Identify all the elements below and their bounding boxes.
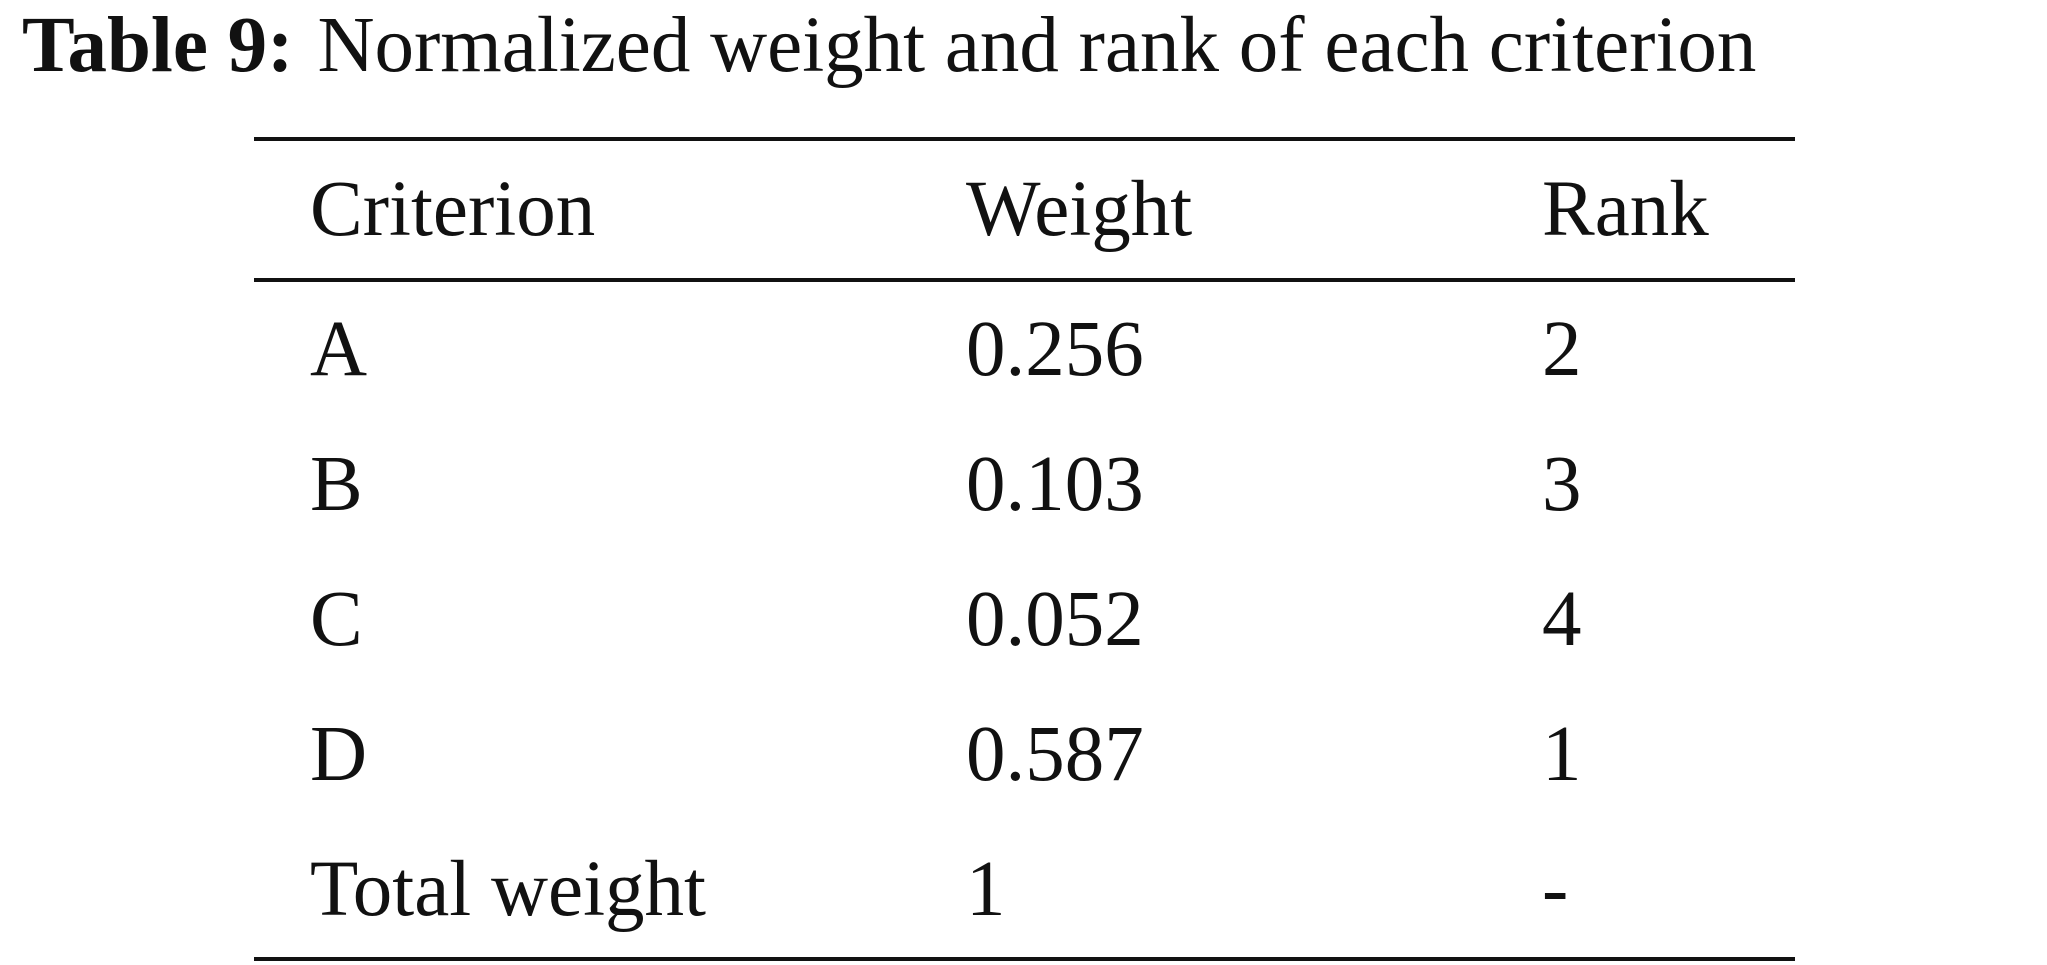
criterion-cell: Total weight bbox=[310, 845, 706, 933]
rank-cell: 1 bbox=[1542, 710, 1582, 798]
rank-cell: 2 bbox=[1542, 305, 1582, 393]
table-row-total: Total weight 1 - bbox=[254, 822, 1795, 959]
header-row: Criterion Weight Rank bbox=[254, 139, 1795, 280]
criterion-cell: A bbox=[310, 305, 368, 393]
weights-table: Criterion Weight Rank A 0.256 2 B 0.103 … bbox=[254, 137, 1795, 961]
table-caption-label: Table 9: bbox=[22, 2, 294, 89]
table-header: Criterion Weight Rank bbox=[254, 139, 1795, 280]
weight-cell: 0.256 bbox=[966, 305, 1144, 393]
table-body: A 0.256 2 B 0.103 3 C 0.052 4 D 0.587 1 … bbox=[254, 280, 1795, 959]
rank-cell: 4 bbox=[1542, 575, 1582, 663]
table-row: D 0.587 1 bbox=[254, 687, 1795, 822]
criterion-cell: C bbox=[310, 575, 363, 663]
table-caption: Table 9: Normalized weight and rank of ea… bbox=[22, 0, 1756, 96]
weight-cell: 0.052 bbox=[966, 575, 1144, 663]
rank-cell: 3 bbox=[1542, 440, 1582, 528]
rank-cell: - bbox=[1542, 845, 1569, 933]
table-row: A 0.256 2 bbox=[254, 280, 1795, 417]
weights-table-container: Criterion Weight Rank A 0.256 2 B 0.103 … bbox=[254, 137, 1795, 961]
criterion-cell: D bbox=[310, 710, 368, 798]
criterion-cell: B bbox=[310, 440, 363, 528]
table-row: B 0.103 3 bbox=[254, 417, 1795, 552]
header-rank: Rank bbox=[1542, 165, 1709, 253]
header-criterion: Criterion bbox=[310, 165, 596, 253]
table-caption-text: Normalized weight and rank of each crite… bbox=[317, 2, 1757, 89]
header-weight: Weight bbox=[966, 165, 1193, 253]
weight-cell: 1 bbox=[966, 845, 1006, 933]
table-row: C 0.052 4 bbox=[254, 552, 1795, 687]
weight-cell: 0.103 bbox=[966, 440, 1144, 528]
weight-cell: 0.587 bbox=[966, 710, 1144, 798]
